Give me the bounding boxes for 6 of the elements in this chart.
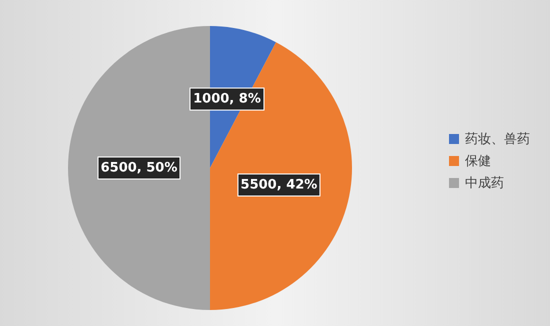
legend-label: 中成药 — [465, 175, 504, 192]
data-label: 1000, 8% — [193, 92, 261, 107]
legend-label: 药妆、兽药 — [465, 131, 530, 148]
data-label: 6500, 50% — [100, 160, 178, 176]
data-label: 5500, 42% — [240, 177, 318, 192]
legend-label: 保健 — [465, 153, 491, 170]
